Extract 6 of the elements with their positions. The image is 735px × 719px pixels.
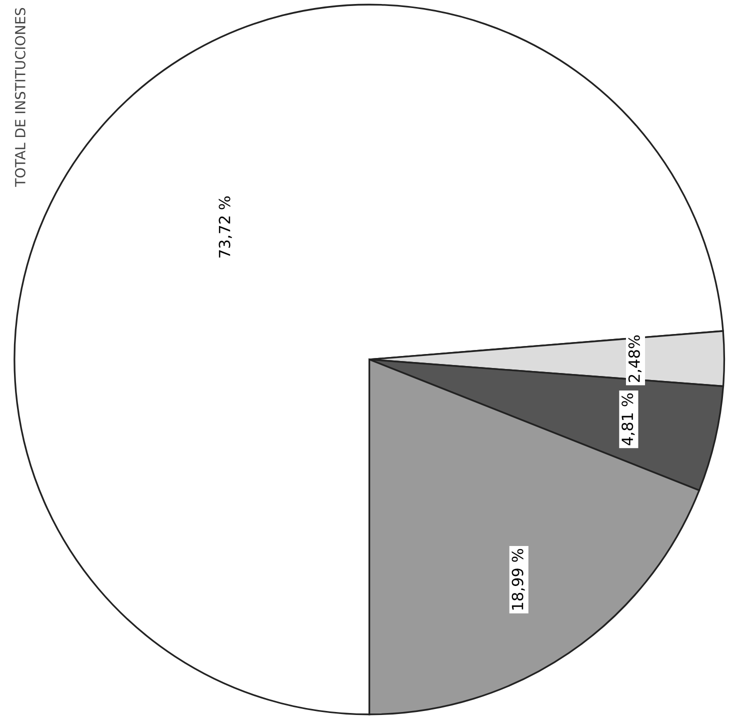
data-label: 18,99 %: [512, 548, 525, 610]
text: TOTAL DE INSTITUCIONES: [14, 8, 26, 187]
data-label: 2,48%: [628, 335, 642, 382]
data-label: 73,72 %: [218, 196, 232, 258]
pie-slice: [14, 4, 724, 716]
data-label: 4,81 %: [622, 393, 635, 446]
